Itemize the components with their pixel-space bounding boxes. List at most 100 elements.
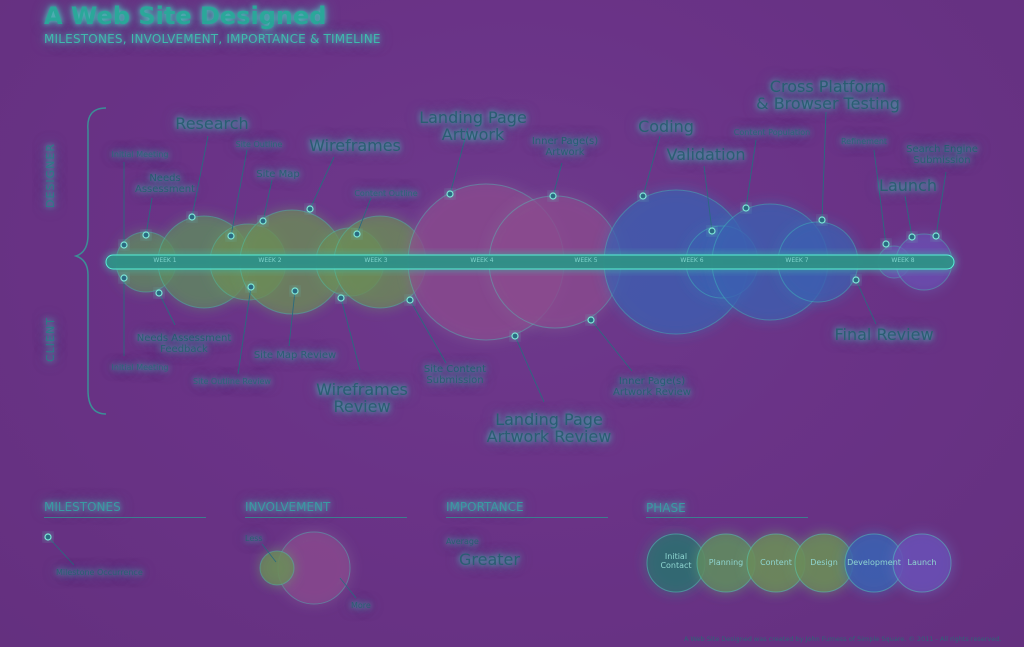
legend-milestones-title: MILESTONES — [44, 500, 121, 514]
legend-divider — [446, 517, 608, 518]
leader-line — [191, 135, 209, 218]
milestone-dot — [852, 276, 860, 284]
milestone-dot — [120, 274, 128, 282]
legend-leader — [47, 536, 75, 566]
leader-line — [873, 149, 887, 245]
leader-line — [514, 335, 545, 403]
client-milestone-label: Site Content Submission — [423, 364, 487, 386]
header: A Web Site Designed MILESTONES, INVOLVEM… — [44, 2, 381, 46]
leader-line — [552, 162, 563, 197]
client-milestone-label: Wireframes Review — [316, 380, 408, 416]
legend-importance-average: Average — [446, 537, 479, 546]
leader-line — [309, 156, 335, 210]
milestone-dot — [353, 230, 361, 238]
leader-line — [703, 165, 713, 232]
week-label: WEEK 3 — [364, 257, 388, 264]
leader-line — [409, 299, 447, 364]
role-braces — [73, 107, 107, 415]
designer-milestone-label: Content Outline — [354, 189, 418, 198]
milestone-dot — [291, 287, 299, 295]
milestone-dot — [882, 240, 890, 248]
designer-milestone-label: Launch — [879, 176, 937, 195]
client-label: CLIENT — [44, 317, 57, 362]
designer-milestone-label: Coding — [638, 117, 694, 136]
credit-line: A Web Site Designed was created by John … — [684, 635, 1002, 643]
week-label: WEEK 1 — [153, 257, 177, 264]
milestone-dot — [337, 294, 345, 302]
phase-label: Initial Contact — [660, 552, 692, 570]
leader-line — [904, 195, 913, 238]
designer-milestone-label: Research — [175, 114, 249, 133]
legend-divider — [245, 517, 407, 518]
client-milestone-label: Site Map Review — [253, 350, 337, 361]
legend-milestone-dot — [44, 533, 52, 541]
week-label: WEEK 6 — [680, 257, 704, 264]
leader-line — [158, 292, 176, 326]
milestone-dot — [932, 232, 940, 240]
timeline-bar — [105, 254, 955, 270]
leader-line — [262, 179, 273, 222]
designer-milestone-label: Initial Meeting — [111, 150, 169, 159]
legend-leader — [339, 577, 357, 599]
timeline-track — [105, 254, 955, 270]
leader-line — [237, 286, 252, 375]
leader-line — [855, 279, 877, 325]
designer-milestone-label: Inner Page(s) Artwork — [531, 136, 599, 158]
legend-importance-title: IMPORTANCE — [446, 500, 524, 514]
milestone-dot — [908, 233, 916, 241]
leader-line — [340, 297, 361, 371]
milestone-dot — [188, 213, 196, 221]
milestone-dot — [406, 296, 414, 304]
page-subtitle: MILESTONES, INVOLVEMENT, IMPORTANCE & TI… — [44, 32, 381, 46]
legend-leader — [261, 543, 277, 563]
designer-milestone-label: Search Engine Submission — [906, 144, 978, 166]
milestone-dot — [247, 283, 255, 291]
designer-milestone-label: Refinement — [840, 137, 888, 146]
milestone-dot — [549, 192, 557, 200]
week-label: WEEK 8 — [891, 257, 915, 264]
designer-milestone-label: Site Outline — [235, 140, 283, 149]
milestone-dot — [155, 289, 163, 297]
milestone-dot — [511, 332, 519, 340]
milestone-dot — [708, 227, 716, 235]
client-milestone-label: Final Review — [834, 325, 934, 344]
milestone-dot — [818, 216, 826, 224]
phase-label: Launch — [907, 558, 937, 567]
legend-milestone-occurrence: Milestone Occurrence — [56, 568, 143, 577]
client-milestone-label: Landing Page Artwork Review — [486, 410, 612, 446]
phase-label: Planning — [708, 558, 744, 567]
phase-label: Content — [760, 558, 792, 567]
designer-milestone-label: Content Population — [733, 128, 811, 137]
designer-milestone-label: Landing Page Artwork — [419, 108, 527, 144]
week-label: WEEK 7 — [785, 257, 809, 264]
leader-line — [356, 197, 372, 235]
milestone-dot — [446, 190, 454, 198]
legend-involvement-less-bubble — [259, 550, 295, 586]
week-label: WEEK 5 — [574, 257, 598, 264]
milestone-dot — [587, 316, 595, 324]
milestone-leaders — [123, 111, 947, 403]
legend-involvement-more: More — [351, 601, 371, 610]
leader-line — [145, 197, 153, 236]
phase-label: Development — [847, 558, 901, 567]
legend-involvement-less: Less — [245, 534, 263, 543]
legend-graphics — [44, 531, 952, 605]
legend-divider — [44, 517, 206, 518]
leader-line — [230, 149, 248, 237]
designer-label: DESIGNER — [44, 143, 57, 208]
role-brace — [73, 107, 107, 415]
milestone-dot — [639, 192, 647, 200]
milestone-dots — [120, 190, 940, 340]
designer-milestone-label: Wireframes — [309, 136, 401, 155]
leader-line — [288, 290, 296, 347]
designer-milestone-label: Validation — [666, 145, 746, 164]
milestone-dot — [306, 205, 314, 213]
milestone-dot — [120, 241, 128, 249]
legend-importance-greater: Greater — [459, 550, 520, 569]
leader-line — [745, 139, 757, 209]
leader-line — [935, 171, 947, 237]
designer-milestone-label: Needs Assessment — [135, 173, 195, 195]
designer-milestone-label: Cross Platform & Browser Testing — [756, 77, 900, 113]
legend-phase-title: PHASE — [646, 501, 686, 515]
